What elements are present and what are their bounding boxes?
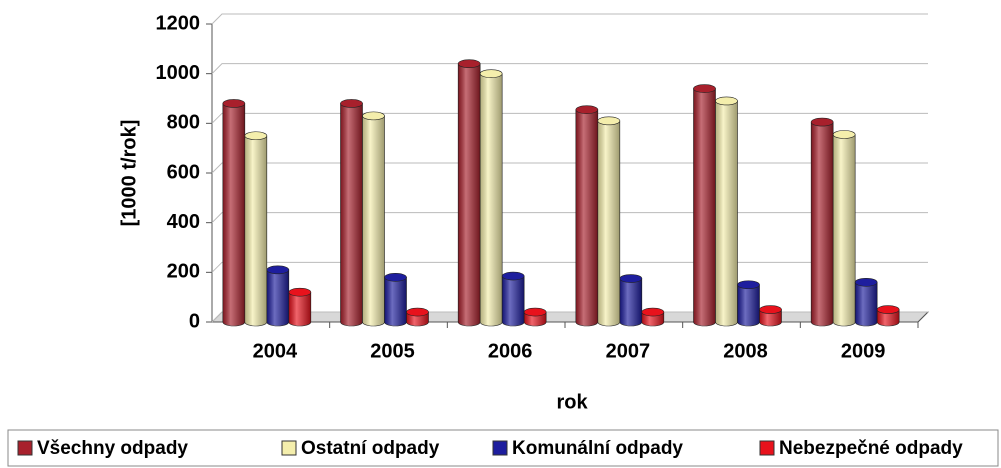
bar-top — [340, 99, 363, 108]
bar-shade — [502, 276, 525, 326]
bar-top — [523, 307, 547, 317]
bar-top — [876, 305, 900, 314]
y-tick-label: 600 — [167, 161, 200, 183]
bar-top — [597, 116, 621, 126]
legend-label: Všechny odpady — [37, 438, 188, 459]
y-tick-label: 200 — [167, 261, 200, 283]
bar-shade — [693, 88, 716, 326]
x-tick-label: 2007 — [606, 340, 651, 362]
bar-shade — [266, 269, 289, 326]
bar-top — [288, 287, 312, 297]
bar-top — [575, 105, 599, 114]
bar-top — [362, 111, 385, 121]
bar-top — [244, 131, 268, 141]
y-tick-label: 400 — [167, 211, 200, 233]
bar-shade — [737, 284, 760, 326]
bar-top — [693, 84, 716, 93]
bar-shade — [855, 282, 878, 326]
legend-label: Ostatní odpady — [301, 438, 440, 459]
bar-top — [759, 305, 782, 314]
bar-shade — [833, 134, 856, 326]
bar-top — [737, 280, 760, 290]
grid-line — [211, 112, 928, 124]
y-tick-label: 1200 — [156, 12, 201, 34]
x-axis-depth — [917, 311, 929, 323]
bar-top — [384, 272, 407, 282]
bar-shade — [480, 73, 503, 327]
bar-top — [832, 130, 856, 139]
bar-top — [222, 99, 246, 108]
bar-shade — [619, 278, 642, 326]
grid-line — [211, 162, 928, 174]
bar-shade — [340, 103, 363, 326]
legend-swatch — [492, 440, 508, 456]
bar-top — [619, 274, 643, 283]
bar-shade — [575, 109, 598, 326]
bar-shade — [877, 309, 900, 326]
legend-box — [7, 429, 999, 467]
legend-swatch — [17, 440, 33, 456]
y-tick-label: 0 — [189, 310, 200, 332]
legend-swatch — [281, 440, 297, 456]
bar-top — [406, 307, 429, 317]
grid-line — [211, 63, 928, 75]
x-tick-label: 2009 — [841, 340, 886, 362]
bar-shade — [759, 309, 782, 326]
bar-top — [479, 69, 503, 78]
y-tick-label: 1000 — [156, 62, 201, 84]
bar-top — [501, 271, 525, 281]
bar-shade — [458, 63, 481, 326]
bar-shade — [597, 120, 620, 326]
grid-line — [211, 311, 928, 323]
bar-top — [641, 307, 665, 317]
legend-swatch — [759, 440, 775, 456]
bar-top — [854, 277, 878, 287]
legend-label: Nebezpečné odpady — [779, 438, 963, 459]
bar-shade — [244, 135, 267, 326]
grid-line — [211, 13, 928, 25]
y-tick-label: 800 — [167, 112, 200, 134]
bar-shade — [222, 103, 245, 326]
bar-shade — [811, 122, 834, 326]
bar-top — [715, 96, 738, 106]
bar-top — [266, 265, 290, 275]
legend-label: Komunální odpady — [512, 438, 683, 459]
grid-line — [211, 212, 928, 224]
bar-shade — [288, 292, 311, 326]
x-axis-label: rok — [556, 391, 588, 413]
bar-shade — [715, 100, 738, 326]
x-tick-label: 2005 — [370, 340, 415, 362]
grid-line — [211, 261, 928, 273]
bar-top — [810, 117, 834, 127]
bar-shade — [384, 277, 407, 326]
y-axis-label: [1000 t/rok] — [118, 120, 140, 227]
x-tick-label: 2008 — [723, 340, 768, 362]
bar-shade — [362, 115, 385, 326]
x-tick-label: 2006 — [488, 340, 533, 362]
bar-top — [457, 59, 481, 69]
x-tick-label: 2004 — [253, 340, 298, 362]
